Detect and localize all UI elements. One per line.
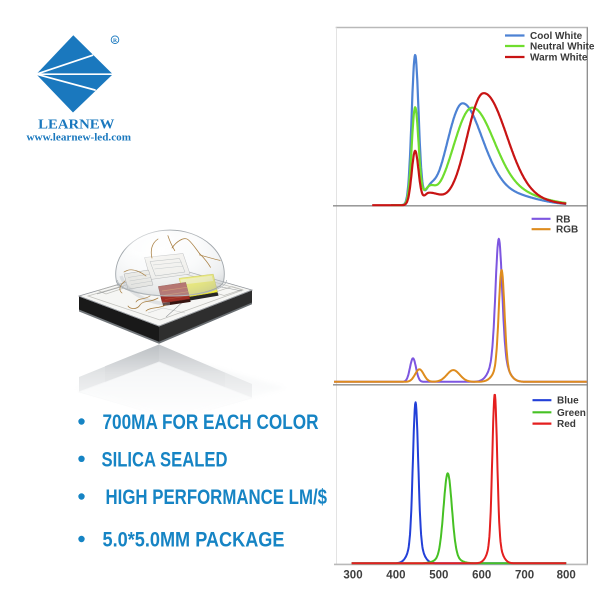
svg-text:400: 400 <box>386 570 405 582</box>
svg-text:www.learnew-led.com: www.learnew-led.com <box>27 132 132 144</box>
svg-text:600: 600 <box>472 570 491 582</box>
svg-text:Neutral White: Neutral White <box>530 42 595 53</box>
svg-text:Warm White: Warm White <box>530 53 588 64</box>
svg-text:300: 300 <box>343 570 362 582</box>
svg-text:R: R <box>113 38 118 44</box>
svg-text:RGB: RGB <box>556 225 578 236</box>
svg-text:Red: Red <box>557 419 576 430</box>
svg-text:5.0*5.0MM PACKAGE: 5.0*5.0MM PACKAGE <box>103 529 285 552</box>
svg-text:Cool White: Cool White <box>530 31 583 42</box>
svg-text:LEARNEW: LEARNEW <box>38 116 114 131</box>
svg-text:800: 800 <box>557 570 576 582</box>
svg-text:HIGH PERFORMANCE LM/$: HIGH PERFORMANCE LM/$ <box>106 486 328 509</box>
svg-text:500: 500 <box>429 570 448 582</box>
svg-text:Green: Green <box>557 408 586 419</box>
svg-text:Blue: Blue <box>557 396 579 407</box>
svg-text:700MA FOR EACH COLOR: 700MA FOR EACH COLOR <box>103 411 319 434</box>
svg-text:RB: RB <box>556 214 570 225</box>
svg-text:SILICA SEALED: SILICA SEALED <box>102 448 228 471</box>
svg-text:700: 700 <box>515 570 534 582</box>
